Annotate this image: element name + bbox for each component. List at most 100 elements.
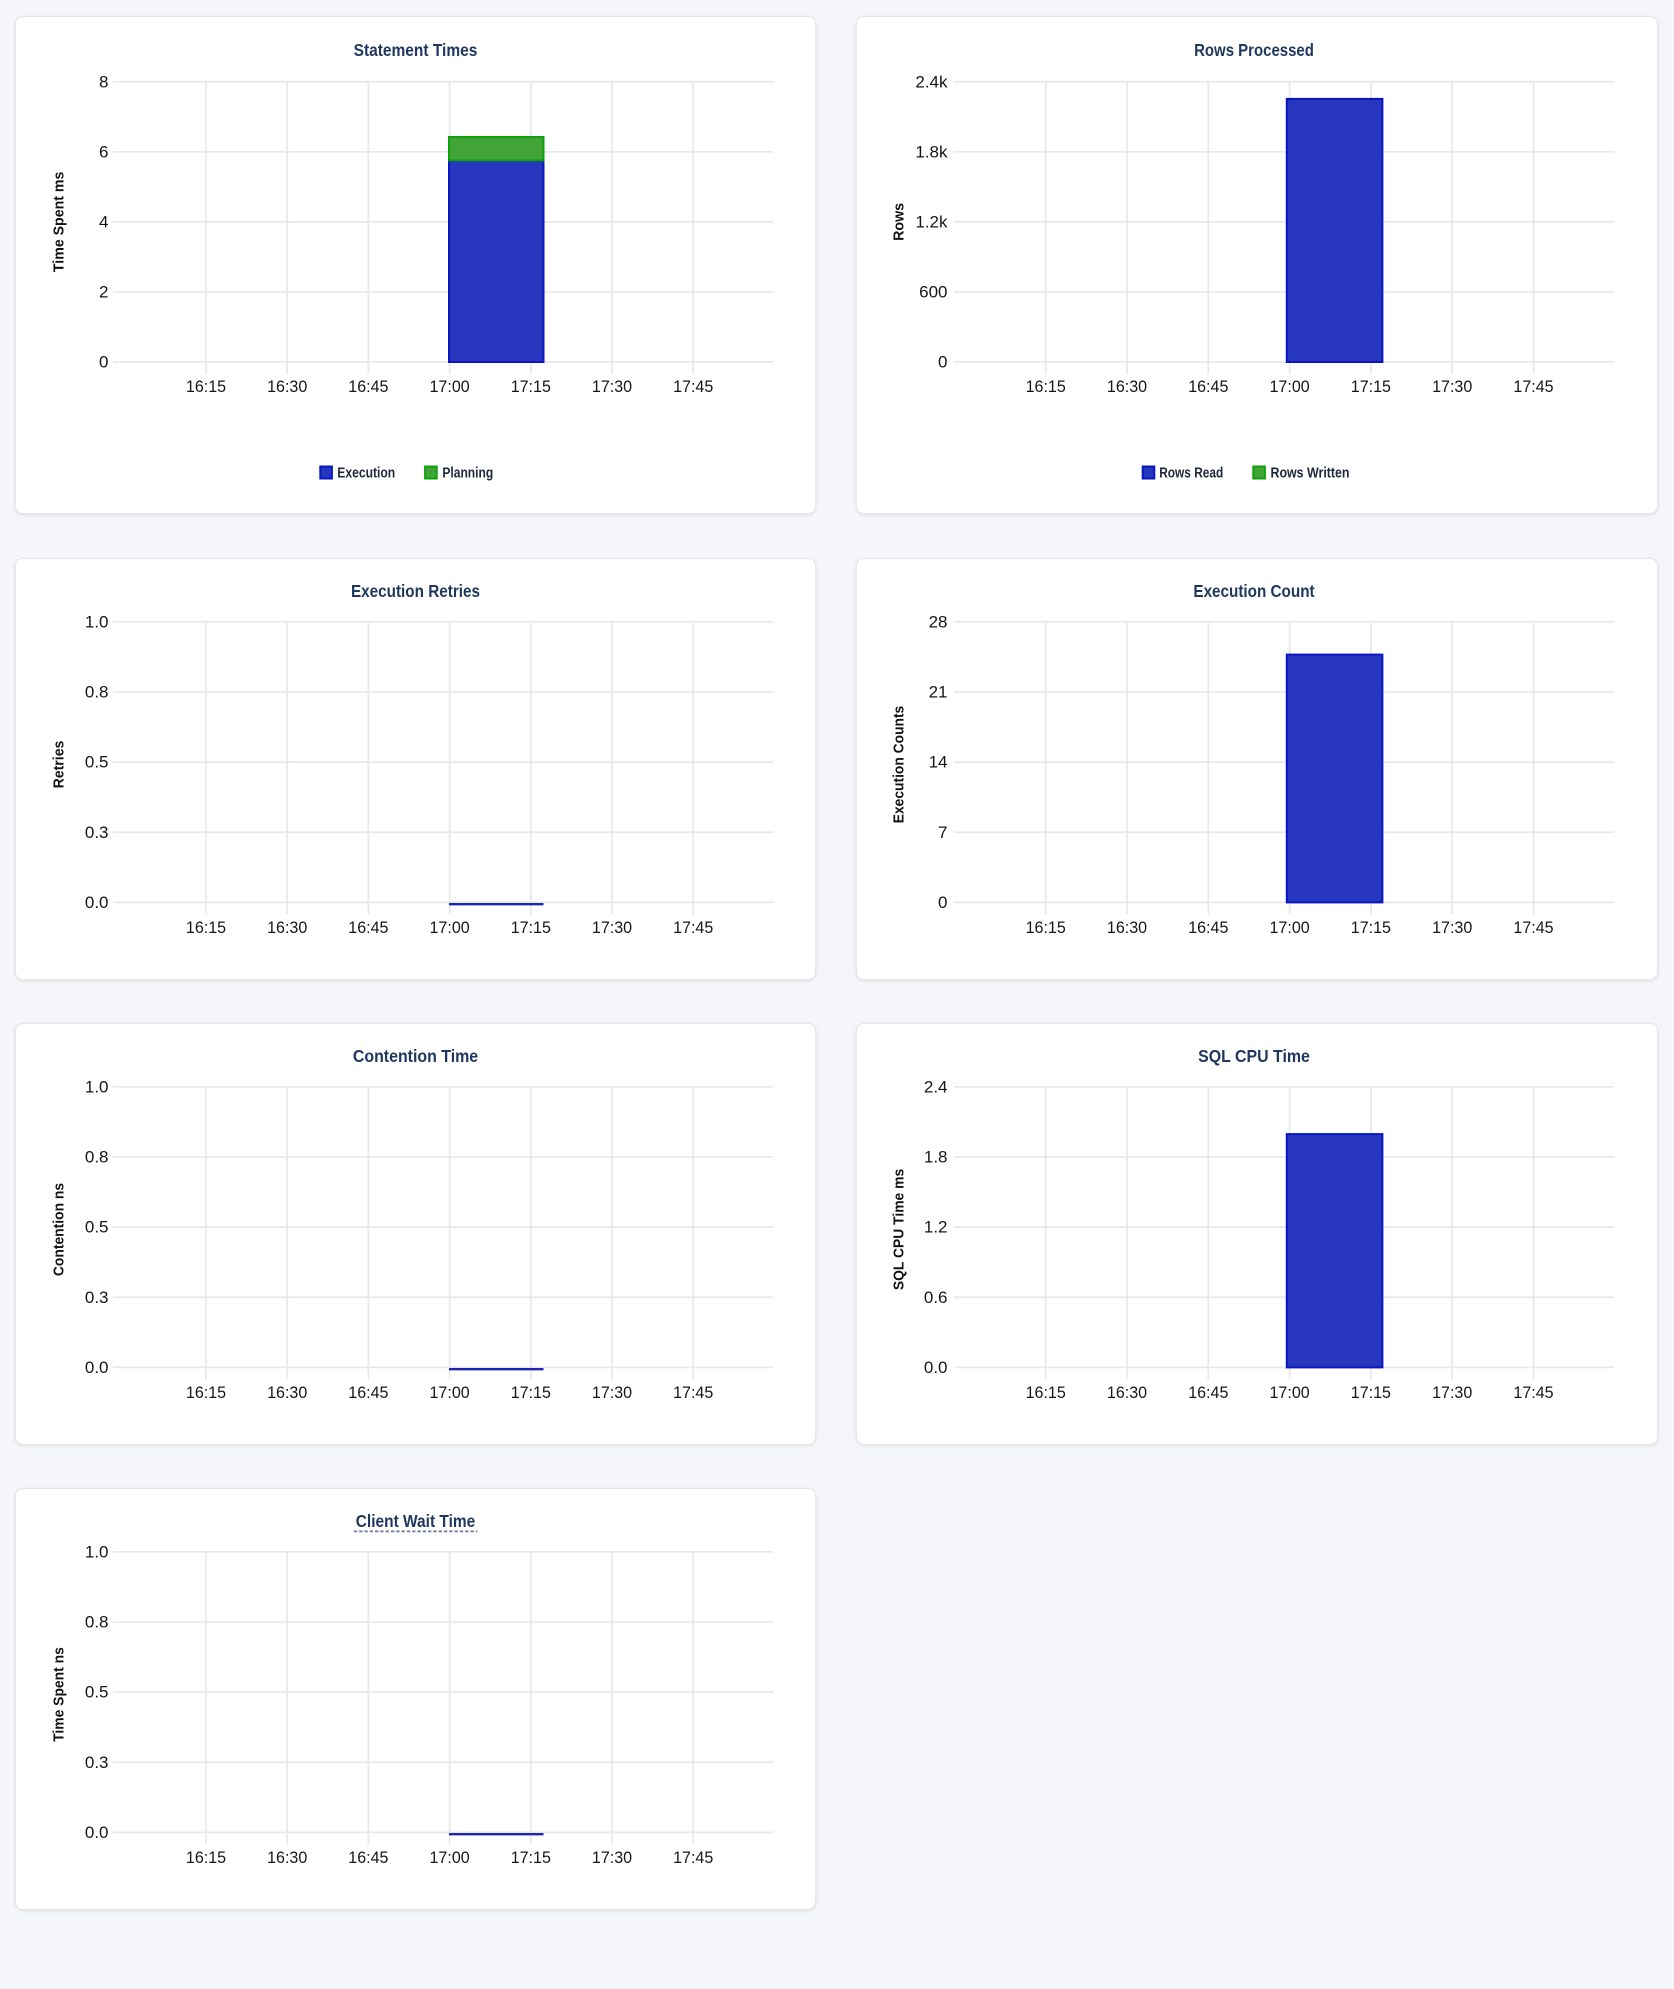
- svg-text:1.2k: 1.2k: [915, 213, 948, 232]
- svg-text:16:30: 16:30: [267, 1848, 307, 1867]
- svg-text:Client Wait Time: Client Wait Time: [356, 1511, 476, 1531]
- svg-text:17:00: 17:00: [430, 377, 470, 396]
- svg-text:1.0: 1.0: [85, 1077, 109, 1096]
- svg-text:0.0: 0.0: [924, 1358, 948, 1377]
- svg-text:17:00: 17:00: [430, 918, 470, 937]
- svg-text:0.5: 0.5: [85, 1218, 109, 1237]
- svg-text:4: 4: [99, 213, 108, 232]
- svg-text:2.4k: 2.4k: [915, 72, 948, 91]
- svg-text:0.5: 0.5: [85, 753, 109, 772]
- svg-text:17:30: 17:30: [592, 1848, 632, 1867]
- svg-text:Rows Processed: Rows Processed: [1194, 40, 1314, 60]
- svg-text:0.8: 0.8: [85, 1148, 109, 1167]
- svg-text:16:45: 16:45: [348, 1848, 388, 1867]
- svg-text:16:15: 16:15: [1026, 377, 1066, 396]
- svg-text:16:15: 16:15: [1026, 918, 1066, 937]
- svg-text:16:15: 16:15: [186, 918, 226, 937]
- svg-text:Execution Count: Execution Count: [1193, 581, 1314, 601]
- svg-text:Contention Time: Contention Time: [353, 1046, 479, 1066]
- svg-text:0.0: 0.0: [85, 1823, 109, 1842]
- svg-text:17:00: 17:00: [1270, 918, 1310, 937]
- svg-text:17:45: 17:45: [1513, 918, 1553, 937]
- svg-text:16:30: 16:30: [267, 377, 307, 396]
- svg-text:17:15: 17:15: [511, 918, 551, 937]
- svg-text:17:00: 17:00: [1270, 377, 1310, 396]
- svg-text:17:45: 17:45: [1513, 1383, 1553, 1402]
- svg-text:17:15: 17:15: [1351, 1383, 1391, 1402]
- svg-text:SQL CPU Time: SQL CPU Time: [1198, 1046, 1310, 1066]
- svg-text:17:30: 17:30: [1432, 1383, 1472, 1402]
- svg-text:1.8k: 1.8k: [915, 142, 948, 161]
- svg-text:16:30: 16:30: [267, 918, 307, 937]
- svg-text:17:45: 17:45: [673, 377, 713, 396]
- svg-text:Execution Counts: Execution Counts: [891, 706, 908, 824]
- svg-text:600: 600: [919, 283, 947, 302]
- svg-text:17:15: 17:15: [1351, 918, 1391, 937]
- svg-text:Planning: Planning: [442, 466, 493, 482]
- svg-text:0.8: 0.8: [85, 683, 109, 702]
- svg-text:17:45: 17:45: [673, 1848, 713, 1867]
- svg-text:17:30: 17:30: [1432, 377, 1472, 396]
- svg-text:1.8: 1.8: [924, 1148, 948, 1167]
- svg-text:17:15: 17:15: [511, 1383, 551, 1402]
- svg-text:0.6: 0.6: [924, 1288, 948, 1307]
- svg-text:1.0: 1.0: [85, 1542, 109, 1561]
- svg-text:Execution: Execution: [337, 466, 395, 482]
- svg-text:17:00: 17:00: [1270, 1383, 1310, 1402]
- svg-text:2: 2: [99, 283, 108, 302]
- svg-text:16:15: 16:15: [186, 377, 226, 396]
- svg-text:Retries: Retries: [51, 741, 68, 789]
- svg-text:17:30: 17:30: [592, 377, 632, 396]
- svg-text:16:45: 16:45: [1188, 1383, 1228, 1402]
- svg-text:SQL CPU Time ms: SQL CPU Time ms: [891, 1169, 908, 1290]
- svg-text:16:45: 16:45: [1188, 377, 1228, 396]
- svg-text:17:00: 17:00: [430, 1383, 470, 1402]
- svg-text:8: 8: [99, 72, 108, 91]
- svg-text:21: 21: [929, 683, 948, 702]
- svg-text:Rows Read: Rows Read: [1159, 466, 1223, 482]
- svg-text:17:30: 17:30: [592, 1383, 632, 1402]
- svg-text:Rows Written: Rows Written: [1271, 466, 1350, 482]
- svg-text:0.8: 0.8: [85, 1613, 109, 1632]
- svg-text:17:45: 17:45: [673, 918, 713, 937]
- svg-text:16:45: 16:45: [1188, 918, 1228, 937]
- svg-text:0.3: 0.3: [85, 823, 109, 842]
- svg-text:Rows: Rows: [891, 203, 908, 241]
- svg-text:17:30: 17:30: [1432, 918, 1472, 937]
- svg-text:16:45: 16:45: [348, 918, 388, 937]
- svg-text:0.0: 0.0: [85, 1358, 109, 1377]
- svg-text:16:45: 16:45: [348, 1383, 388, 1402]
- svg-text:17:30: 17:30: [592, 918, 632, 937]
- svg-text:17:15: 17:15: [511, 1848, 551, 1867]
- svg-text:Statement Times: Statement Times: [354, 40, 478, 60]
- svg-text:14: 14: [929, 753, 948, 772]
- svg-text:17:15: 17:15: [1351, 377, 1391, 396]
- svg-text:0: 0: [938, 893, 947, 912]
- svg-text:Contention ns: Contention ns: [51, 1183, 68, 1276]
- svg-text:Time Spent ns: Time Spent ns: [51, 1647, 68, 1742]
- svg-text:16:30: 16:30: [1107, 1383, 1147, 1402]
- svg-text:0.5: 0.5: [85, 1683, 109, 1702]
- svg-text:16:15: 16:15: [1026, 1383, 1066, 1402]
- svg-text:Time Spent ms: Time Spent ms: [51, 172, 68, 272]
- svg-text:16:30: 16:30: [267, 1383, 307, 1402]
- svg-text:16:30: 16:30: [1107, 918, 1147, 937]
- svg-text:0: 0: [938, 353, 947, 372]
- svg-text:7: 7: [938, 823, 947, 842]
- svg-text:17:45: 17:45: [673, 1383, 713, 1402]
- svg-text:6: 6: [99, 142, 108, 161]
- svg-text:16:15: 16:15: [186, 1848, 226, 1867]
- svg-text:0: 0: [99, 353, 108, 372]
- svg-text:1.2: 1.2: [924, 1218, 948, 1237]
- svg-text:16:45: 16:45: [348, 377, 388, 396]
- svg-text:16:30: 16:30: [1107, 377, 1147, 396]
- svg-text:0.3: 0.3: [85, 1288, 109, 1307]
- svg-text:17:00: 17:00: [430, 1848, 470, 1867]
- svg-text:17:45: 17:45: [1513, 377, 1553, 396]
- svg-text:1.0: 1.0: [85, 612, 109, 631]
- svg-text:16:15: 16:15: [186, 1383, 226, 1402]
- svg-text:Execution Retries: Execution Retries: [351, 581, 480, 601]
- svg-text:2.4: 2.4: [924, 1077, 948, 1096]
- svg-text:0.0: 0.0: [85, 893, 109, 912]
- svg-text:28: 28: [929, 612, 948, 631]
